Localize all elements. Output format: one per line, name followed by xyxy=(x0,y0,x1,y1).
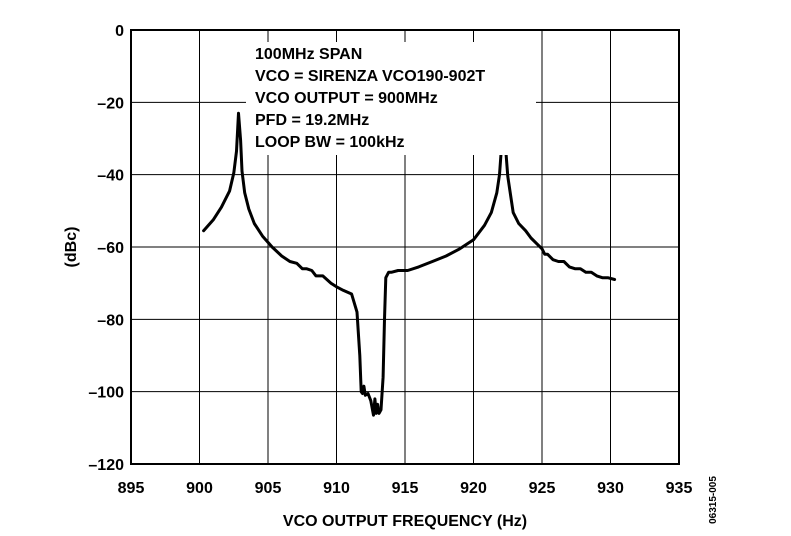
plot-frame xyxy=(130,29,680,465)
x-tick-label: 895 xyxy=(118,480,145,497)
series-line xyxy=(202,111,617,417)
y-tick-label: –20 xyxy=(97,95,124,112)
x-tick-label: 915 xyxy=(392,480,419,497)
y-tick-labels: 0 –20 –40 –60 –80 –100 –120 xyxy=(88,23,124,474)
y-tick-label: 0 xyxy=(115,23,124,40)
annotation-line: 100MHz SPAN xyxy=(255,46,362,63)
x-axis-label: VCO OUTPUT FREQUENCY (Hz) xyxy=(283,513,527,530)
y-tick-label: –80 xyxy=(97,312,124,329)
x-tick-label: 930 xyxy=(597,480,624,497)
annotation-line: LOOP BW = 100kHz xyxy=(255,134,405,151)
y-tick-label: –60 xyxy=(97,240,124,257)
annotation-line: VCO = SIRENZA VCO190-902T xyxy=(255,68,485,85)
x-tick-label: 910 xyxy=(323,480,350,497)
annotation-block: 100MHz SPAN VCO = SIRENZA VCO190-902T VCO … xyxy=(255,46,485,151)
annotation-line: PFD = 19.2MHz xyxy=(255,112,369,129)
x-tick-label: 905 xyxy=(255,480,282,497)
annotation-background xyxy=(246,42,536,155)
x-tick-label: 900 xyxy=(186,480,213,497)
y-axis-label: (dBc) xyxy=(63,227,80,268)
x-tick-label: 925 xyxy=(529,480,556,497)
y-tick-label: –40 xyxy=(97,168,124,185)
annotation-line: VCO OUTPUT = 900MHz xyxy=(255,90,438,107)
x-tick-labels: 895 900 905 910 915 920 925 930 935 xyxy=(118,480,693,497)
x-tick-label: 935 xyxy=(666,480,693,497)
y-tick-label: –100 xyxy=(88,385,124,402)
y-tick-label: –120 xyxy=(88,457,124,474)
x-tick-label: 920 xyxy=(460,480,487,497)
figure-id: 06315-005 xyxy=(708,476,719,524)
